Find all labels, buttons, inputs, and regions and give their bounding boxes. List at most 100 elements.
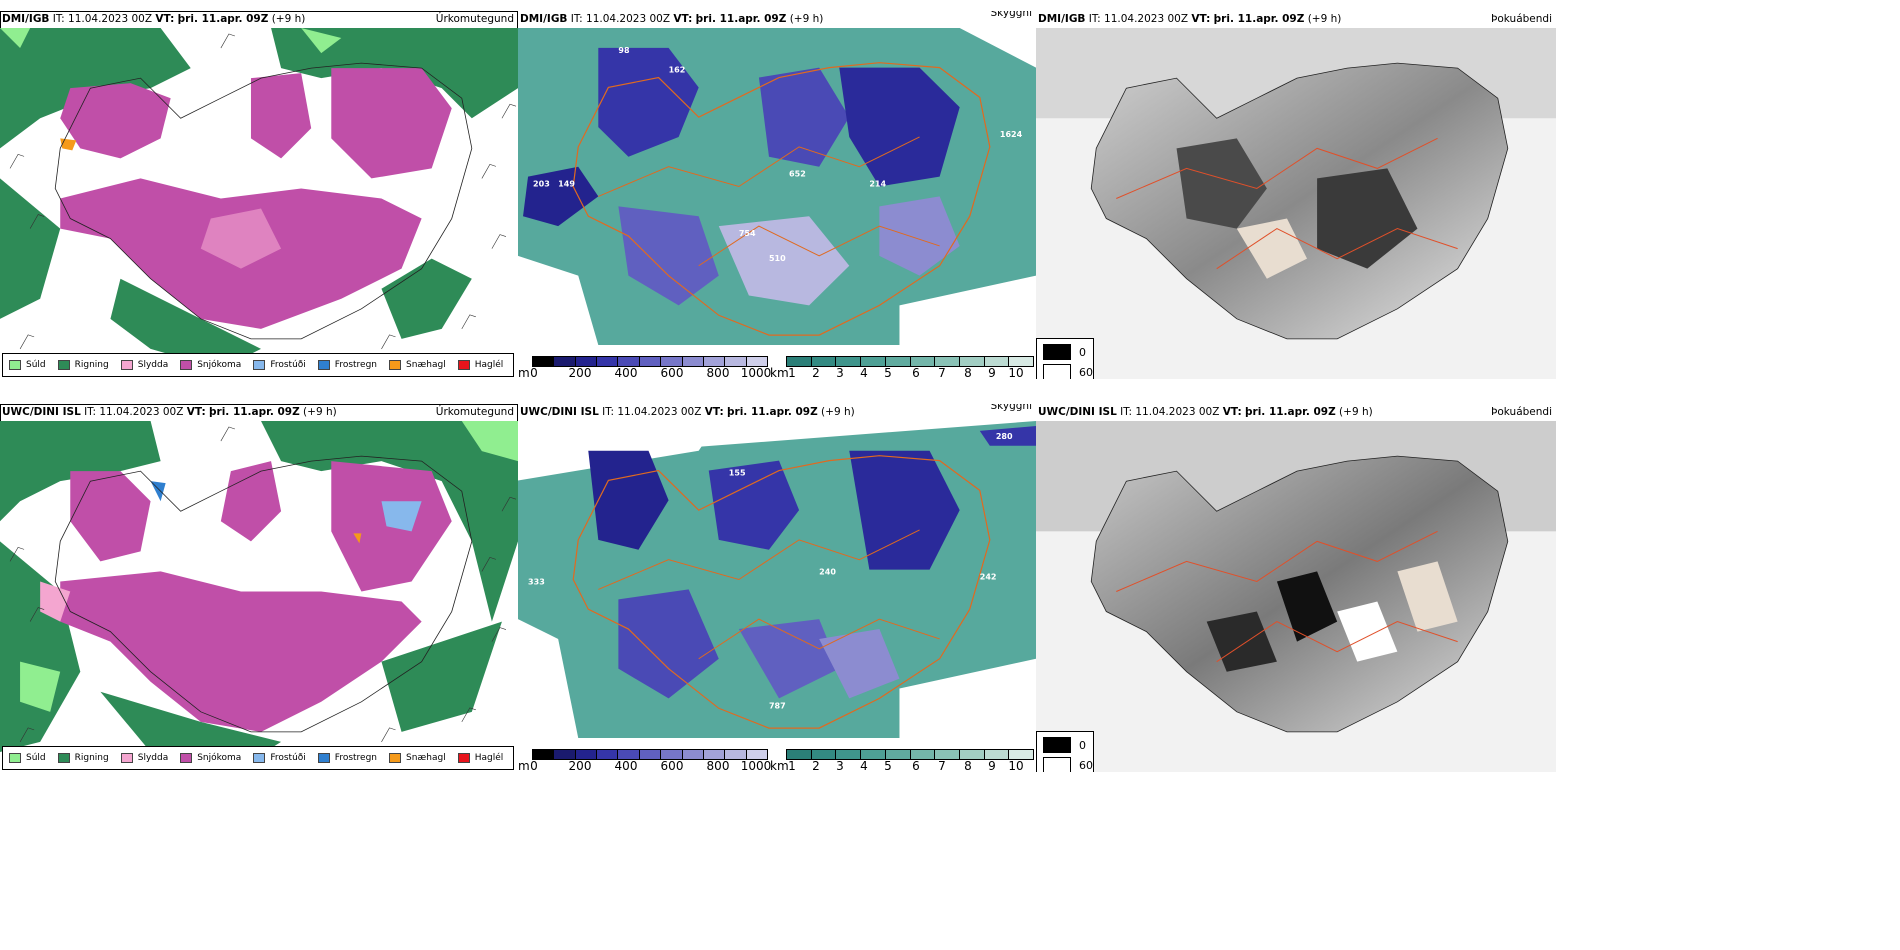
panel-title: Skyggni (990, 11, 1033, 19)
legend-item-snaehagl: Snæhagl (389, 753, 446, 763)
vt-value: þri. 11.apr. 09Z (695, 13, 787, 25)
legend-label: Frostúði (270, 360, 306, 370)
ceiling-swatch (639, 357, 662, 366)
fog-map[interactable] (1036, 421, 1556, 772)
swatch (57, 753, 70, 763)
ceiling-swatch (618, 750, 640, 759)
ceiling-swatch (746, 357, 767, 366)
ceiling-tick: 1000 (740, 759, 772, 772)
ceiling-swatch (725, 750, 747, 759)
ceiling-unit: m (518, 366, 530, 379)
fog-panel-row2: UWC/DINI ISL IT: 11.04.2023 00Z VT: þri.… (1036, 404, 1556, 772)
vt-label: VT: (155, 13, 175, 25)
swatch (317, 753, 330, 763)
legend-label: Rigning (74, 360, 109, 370)
visibility-tick: 7 (938, 366, 946, 379)
visibility-colorbar: km 1 2 3 4 5 6 7 8 9 10 (770, 352, 1036, 379)
precip-map[interactable] (0, 421, 518, 772)
swatch (389, 753, 402, 763)
vt-label: VT: (1191, 13, 1211, 25)
precip-panel-row1: DMI/IGB IT: 11.04.2023 00Z VT: þri. 11.a… (0, 11, 518, 379)
visibility-swatch (787, 750, 812, 759)
visibility-swatch (959, 750, 985, 759)
visibility-tick: 7 (938, 759, 946, 772)
visibility-map[interactable]: 98 162 203 149 754 510 1624 214 652 (518, 28, 1036, 345)
visibility-tick: 10 (1008, 759, 1024, 772)
panel-title: Úrkomutegund (435, 13, 514, 25)
svg-text:1624: 1624 (1000, 130, 1023, 139)
swatch (120, 753, 133, 763)
precip-map[interactable] (0, 28, 518, 379)
visibility-tick: 6 (912, 759, 920, 772)
ceiling-colorbar: m 0 200 400 600 800 1000 (518, 745, 772, 772)
swatch (9, 360, 21, 370)
legend-item-frostudi: Frostúði (253, 360, 306, 370)
visibility-tick: 6 (912, 366, 920, 379)
visibility-swatch (885, 357, 911, 366)
ceiling-swatch (661, 750, 683, 759)
svg-text:652: 652 (789, 170, 806, 179)
panel-title: Þokuábendi (1491, 406, 1552, 418)
it-label: IT: (602, 406, 615, 418)
visibility-swatch (1009, 750, 1034, 759)
ceiling-tick: 1000 (740, 366, 772, 379)
visibility-tick: 9 (988, 366, 996, 379)
visibility-unit: km (770, 366, 789, 379)
ceiling-swatch (597, 357, 619, 366)
legend-label: Snjókoma (197, 753, 242, 763)
legend-label: Slydda (137, 360, 169, 370)
panel-header: DMI/IGB IT: 11.04.2023 00Z VT: þri. 11.a… (1038, 11, 1552, 27)
ceiling-swatch (554, 750, 576, 759)
legend-label: Súld (26, 753, 46, 763)
swatch (389, 360, 402, 370)
it-label: IT: (1088, 13, 1101, 25)
visibility-swatch (935, 357, 960, 366)
fog-legend-label: 0 (1079, 738, 1086, 752)
precip-legend: Súld Rigning Slydda Snjókoma Frostúði Fr… (2, 353, 515, 377)
visibility-swatch (1009, 357, 1034, 366)
ceiling-tick: 400 (614, 759, 638, 772)
ceiling-swatch (554, 357, 576, 366)
ceiling-swatch (597, 750, 619, 759)
visibility-swatch (959, 357, 985, 366)
ceiling-tick: 600 (660, 366, 684, 379)
swatch (457, 753, 470, 763)
legend-label: Snæhagl (406, 753, 446, 763)
fog-map[interactable] (1036, 28, 1556, 379)
forecast-offset: (+9 h) (821, 406, 855, 418)
visibility-map[interactable]: 819 280 155 333 240 787 242 (518, 421, 1036, 738)
ceiling-swatch (661, 357, 683, 366)
it-label: IT: (1120, 406, 1133, 418)
visibility-tick: 2 (812, 366, 820, 379)
visibility-tick: 1 (788, 366, 796, 379)
panel-title: Skyggni (990, 404, 1033, 412)
forecast-offset: (+9 h) (303, 406, 337, 418)
visibility-swatch (861, 357, 886, 366)
ceiling-swatch (703, 357, 726, 366)
visibility-swatch (811, 357, 837, 366)
ceiling-swatch (639, 750, 662, 759)
forecast-offset: (+9 h) (789, 13, 824, 25)
visibility-colorbar-swatches (786, 749, 1034, 760)
fog-swatch (1043, 757, 1071, 772)
svg-text:333: 333 (528, 577, 545, 586)
fog-legend-row: 60 (1043, 757, 1093, 772)
ceiling-tick: 600 (660, 759, 684, 772)
vt-value: þri. 11.apr. 09Z (209, 406, 300, 418)
swatch (253, 360, 266, 370)
svg-text:98: 98 (618, 46, 630, 55)
legend-item-haglel: Haglél (457, 360, 503, 370)
ceiling-colorbar-swatches (532, 356, 768, 367)
panel-header: DMI/IGB IT: 11.04.2023 00Z VT: þri. 11.a… (520, 11, 1032, 27)
legend-label: Slydda (137, 753, 169, 763)
svg-text:149: 149 (558, 180, 575, 189)
it-label: IT: (570, 13, 583, 25)
fog-legend-row: 0 (1043, 737, 1086, 753)
swatch (120, 360, 133, 370)
vt-label: VT: (1222, 406, 1242, 418)
vt-label: VT: (186, 406, 206, 418)
visibility-swatch (910, 357, 936, 366)
legend-item-slydda: Slydda (120, 753, 169, 763)
svg-text:240: 240 (819, 568, 836, 577)
legend-item-snjokoma: Snjókoma (180, 360, 241, 370)
